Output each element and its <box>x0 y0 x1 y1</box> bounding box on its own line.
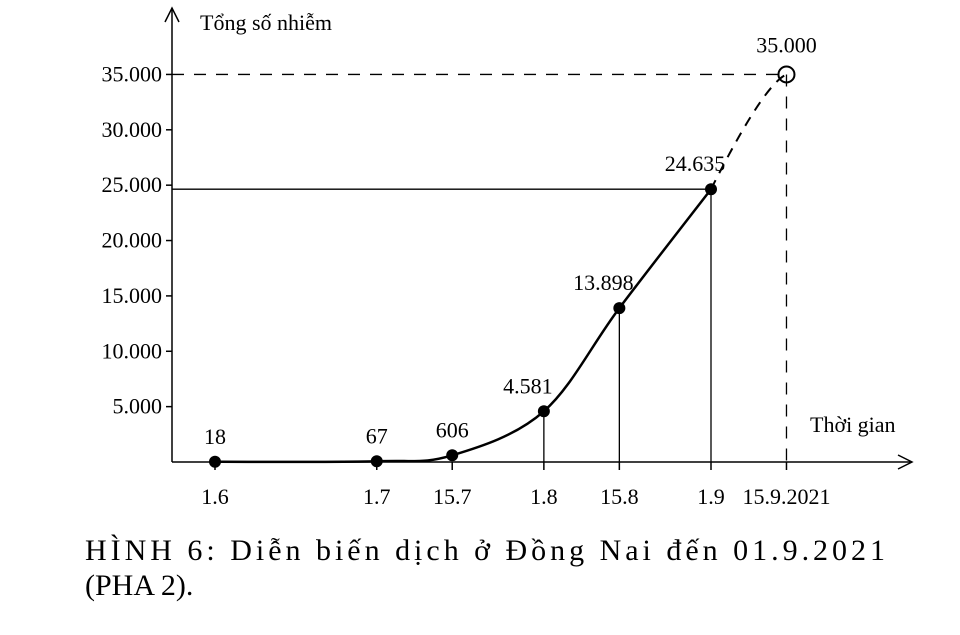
arrow <box>164 6 180 23</box>
y-tick-label: 20.000 <box>102 228 163 253</box>
point <box>370 455 383 468</box>
arrow <box>897 454 914 470</box>
y-tick-label: 35.000 <box>102 61 163 86</box>
data-label: 4.581 <box>503 373 553 398</box>
data-label: 606 <box>436 417 469 442</box>
x-tick-label: 15.9.2021 <box>742 484 830 509</box>
x-tick-label: 15.7 <box>433 484 472 509</box>
y-tick-label: 5.000 <box>113 394 163 419</box>
x-tick-label: 1.6 <box>201 484 229 509</box>
point <box>209 455 221 468</box>
data-label: 24.635 <box>665 151 726 176</box>
x-axis-label: Thời gian <box>810 412 896 437</box>
x-tick-label: 1.9 <box>697 484 725 509</box>
y-tick-label: 30.000 <box>102 117 163 142</box>
point <box>777 65 796 84</box>
y-tick-label: 15.000 <box>102 283 163 308</box>
caption: HÌNH 6: Diễn biến dịch ở Đồng Nai đến 01… <box>85 534 885 567</box>
y-axis-label: Tổng số nhiễm <box>200 10 332 35</box>
y-tick-label: 25.000 <box>102 172 163 197</box>
y-tick-label: 10.000 <box>102 338 163 363</box>
point <box>537 405 550 418</box>
x-tick-label: 1.7 <box>363 484 391 509</box>
line <box>214 188 712 464</box>
point <box>446 449 459 462</box>
data-label: 67 <box>366 423 388 448</box>
data-label: 18 <box>204 424 226 449</box>
point <box>705 183 717 196</box>
x-tick-label: 1.8 <box>530 484 558 509</box>
x-tick-label: 15.8 <box>600 484 639 509</box>
point <box>613 302 626 315</box>
caption: (PHA 2). <box>85 569 193 602</box>
data-label: 35.000 <box>756 32 817 57</box>
data-label: 13.898 <box>573 270 634 295</box>
projection-line <box>710 73 787 190</box>
